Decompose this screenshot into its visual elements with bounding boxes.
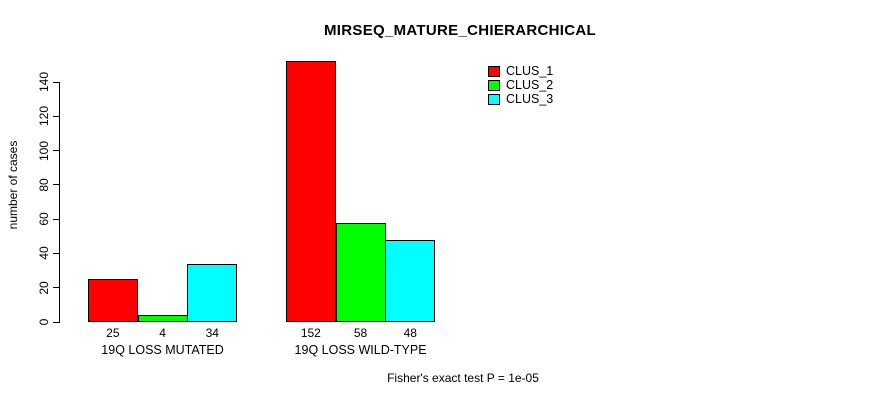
bar-value-label: 4	[159, 326, 166, 340]
y-tick-mark	[53, 321, 59, 323]
legend-row: CLUS_2	[488, 78, 553, 92]
bar-clus_2-group2	[336, 223, 386, 322]
bar-value-label: 34	[205, 326, 219, 340]
y-axis-label: number of cases	[6, 140, 20, 230]
footnote: Fisher's exact test P = 1e-05	[387, 371, 539, 385]
category-label: 19Q LOSS MUTATED	[101, 343, 224, 357]
bar-clus_1-group1	[88, 279, 138, 322]
bar-value-label: 58	[353, 326, 368, 340]
y-tick-mark	[53, 150, 59, 152]
legend-label: CLUS_1	[506, 64, 554, 78]
legend-row: CLUS_3	[488, 92, 553, 106]
chart-title: MIRSEQ_MATURE_CHIERARCHICAL	[324, 22, 596, 39]
category-label: 19Q LOSS WILD-TYPE	[294, 343, 427, 357]
y-tick-label: 60	[37, 212, 51, 226]
y-tick-mark	[53, 252, 59, 254]
bar-clus_3-group1	[187, 264, 237, 322]
y-tick-label: 40	[37, 246, 51, 261]
y-tick-mark	[53, 115, 59, 117]
y-axis-line	[59, 82, 60, 323]
y-tick-label: 20	[37, 281, 51, 295]
legend-row: CLUS_1	[488, 64, 553, 78]
y-tick-mark	[53, 287, 59, 289]
bar-value-label: 48	[403, 326, 417, 340]
y-tick-label: 100	[37, 140, 51, 161]
y-tick-mark	[53, 81, 59, 83]
bar-clus_1-group2	[286, 61, 336, 322]
y-tick-mark	[53, 184, 59, 186]
bar-clus_3-group2	[385, 240, 435, 322]
legend-swatch-icon	[488, 79, 500, 91]
y-tick-label: 120	[37, 106, 51, 127]
bar-value-label: 25	[106, 326, 120, 340]
y-tick-label: 80	[37, 178, 51, 192]
y-tick-label: 0	[37, 318, 51, 326]
bar-clus_2-group1	[138, 315, 188, 322]
legend-swatch-icon	[488, 65, 500, 77]
y-tick-label: 140	[37, 71, 51, 93]
legend: CLUS_1 CLUS_2 CLUS_3	[488, 64, 553, 106]
legend-label: CLUS_2	[506, 78, 554, 92]
y-tick-mark	[53, 218, 59, 220]
legend-swatch-icon	[488, 93, 500, 105]
bar-value-label: 152	[300, 326, 321, 340]
legend-label: CLUS_3	[506, 92, 554, 106]
